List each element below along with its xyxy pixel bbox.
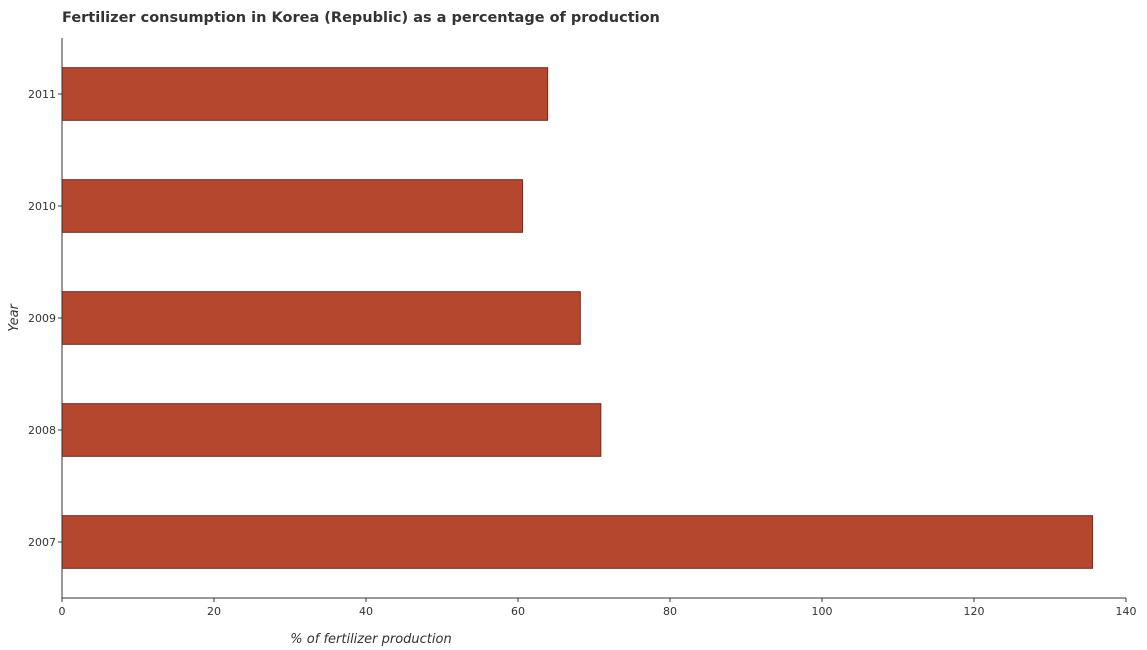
x-tick-label-80: 80 bbox=[663, 605, 677, 618]
y-tick-label-2007: 2007 bbox=[28, 536, 56, 549]
bar-2008 bbox=[61, 403, 602, 457]
x-tick-label-120: 120 bbox=[964, 605, 985, 618]
x-tick-label-60: 60 bbox=[511, 605, 525, 618]
x-tick-label-140: 140 bbox=[1116, 605, 1137, 618]
y-axis-title: Year bbox=[7, 302, 22, 331]
bar-2011 bbox=[61, 67, 549, 121]
bar-2010 bbox=[61, 179, 524, 233]
y-tick-label-2010: 2010 bbox=[28, 200, 56, 213]
x-tick-label-0: 0 bbox=[59, 605, 66, 618]
x-tick-label-20: 20 bbox=[207, 605, 221, 618]
chart-title: Fertilizer consumption in Korea (Republi… bbox=[62, 10, 660, 26]
bar-2009 bbox=[61, 291, 581, 345]
y-tick-label-2008: 2008 bbox=[28, 424, 56, 437]
bars-layer bbox=[61, 67, 1094, 569]
bar-2007 bbox=[61, 515, 1094, 569]
axes-layer: 2007 2008 2009 2010 2011 0 20 40 60 80 100 120 140 bbox=[28, 38, 1137, 618]
x-tick-label-40: 40 bbox=[359, 605, 373, 618]
y-tick-label-2009: 2009 bbox=[28, 312, 56, 325]
y-tick-label-2011: 2011 bbox=[28, 88, 56, 101]
x-axis-title: % of fertilizer production bbox=[290, 632, 451, 647]
x-tick-label-100: 100 bbox=[812, 605, 833, 618]
